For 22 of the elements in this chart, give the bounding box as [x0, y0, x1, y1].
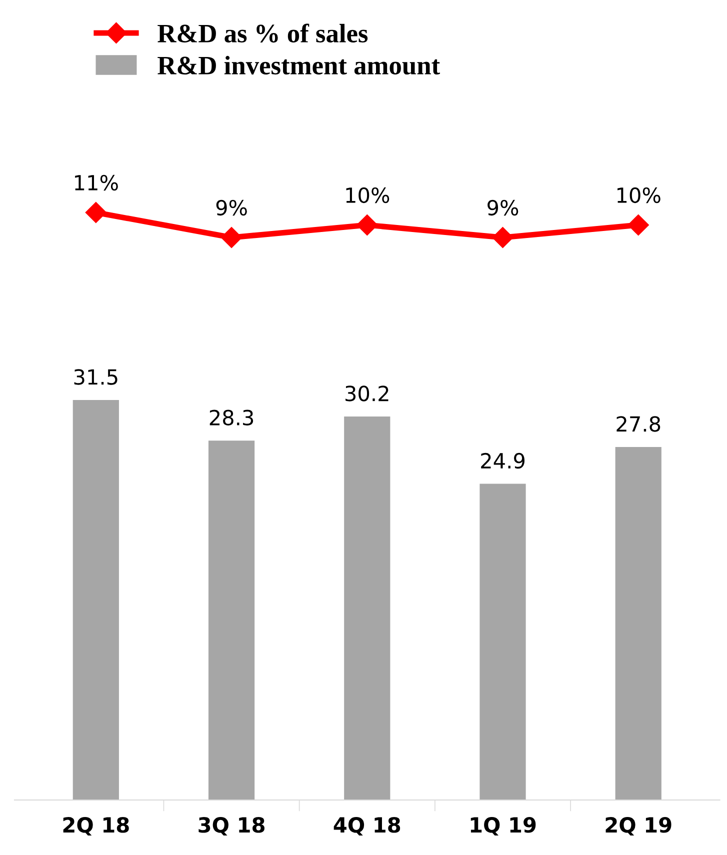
bar — [615, 446, 662, 800]
data-label: 31.5 — [74, 369, 118, 385]
x-tick-label: 2Q 18 — [63, 817, 129, 836]
data-label: 24.9 — [481, 452, 524, 469]
data-label: 11% — [75, 174, 118, 191]
x-tick-label: 4Q 18 — [334, 817, 400, 836]
bar — [344, 416, 390, 800]
data-label: 9% — [216, 200, 247, 216]
bar — [208, 440, 255, 800]
legend-label: R&D as % of sales — [158, 24, 368, 43]
bar — [72, 400, 119, 800]
x-tick-label: 2Q 19 — [606, 817, 672, 836]
legend-label: R&D investment amount — [158, 56, 440, 75]
data-label: 10% — [618, 187, 660, 204]
data-label: 30.2 — [346, 386, 388, 402]
data-label: 10% — [346, 187, 390, 204]
data-label: 28.3 — [210, 410, 254, 426]
data-label: 9% — [488, 200, 518, 216]
bar — [480, 484, 526, 800]
x-tick-label: 1Q 19 — [470, 817, 536, 836]
data-label: 27.8 — [616, 416, 660, 432]
x-tick-label: 3Q 18 — [198, 817, 264, 836]
